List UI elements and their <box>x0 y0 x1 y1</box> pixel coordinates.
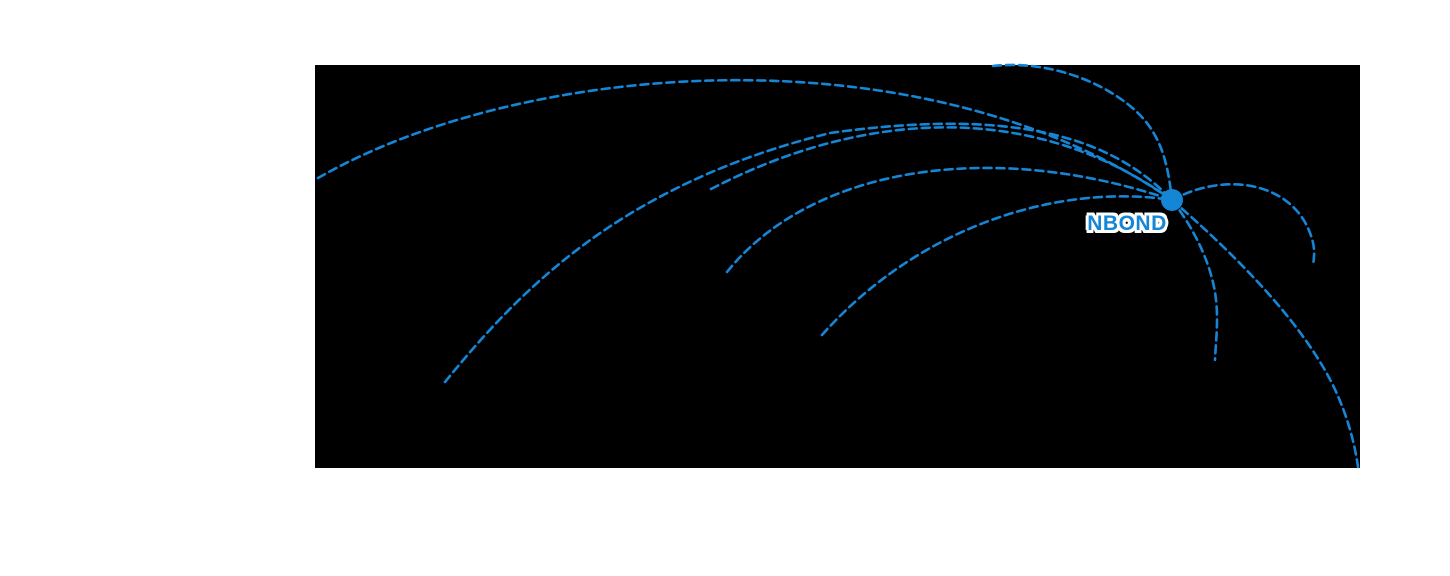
edge-west-lower <box>725 166 1174 274</box>
node-nbond-label[interactable]: NBOND <box>1087 212 1167 235</box>
edge-southwest-mid <box>820 195 1174 337</box>
edge-southwest-far <box>443 122 1174 384</box>
node-nbond[interactable] <box>1161 189 1183 211</box>
edge-north <box>991 63 1174 202</box>
edge-group <box>316 63 1360 469</box>
edge-west-far <box>316 78 1174 202</box>
edge-west-upper <box>709 126 1174 202</box>
edge-south <box>1170 198 1219 362</box>
edge-southeast <box>1170 198 1360 469</box>
edge-east <box>1170 182 1316 268</box>
